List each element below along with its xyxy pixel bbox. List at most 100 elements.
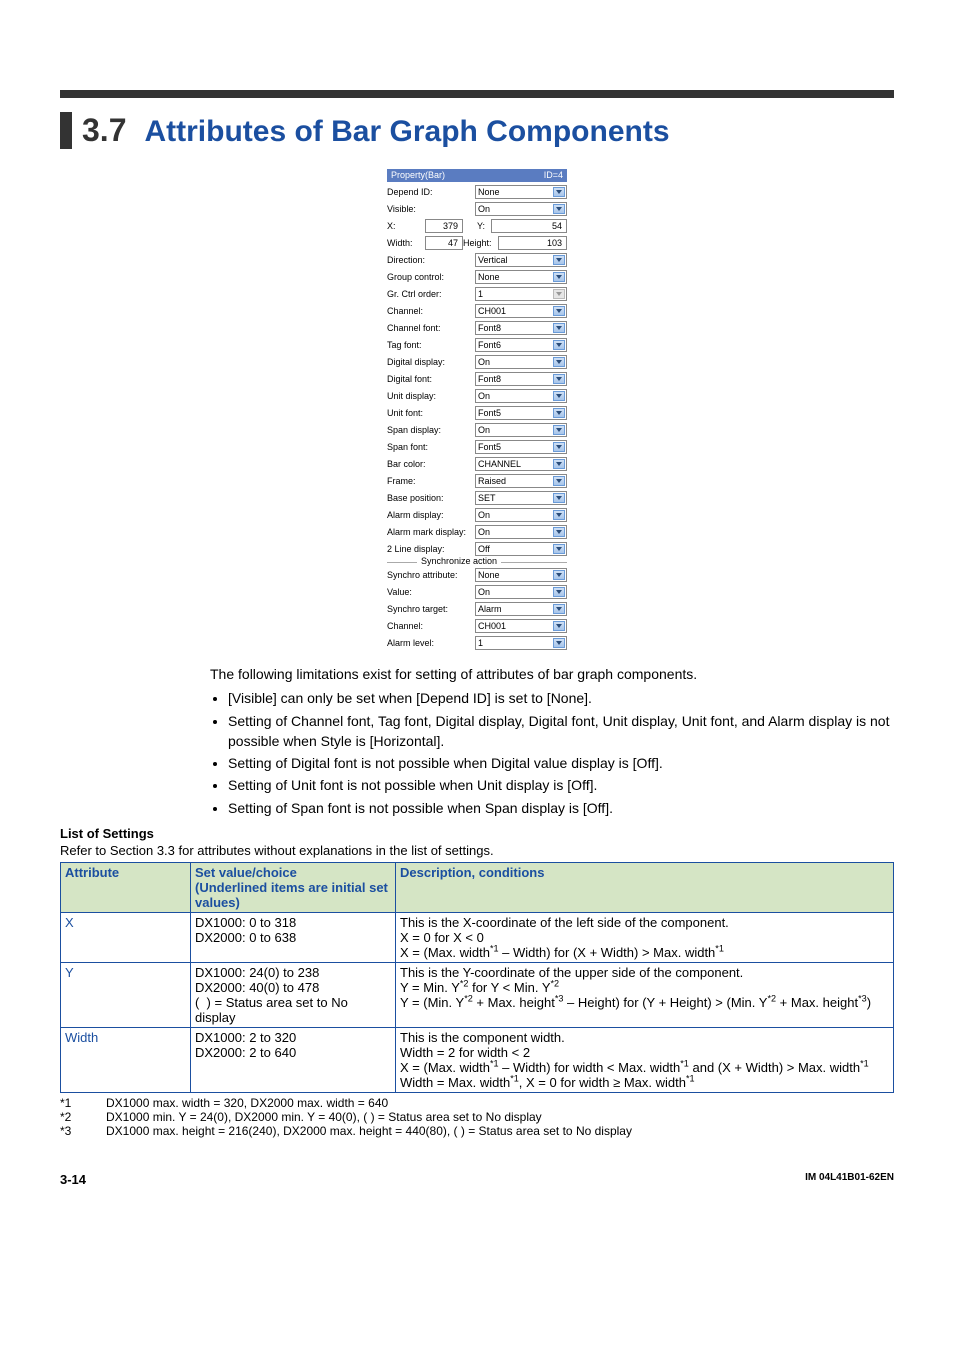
panel-row-label: Value: (387, 588, 475, 597)
table-cell-attribute: X (61, 913, 191, 963)
panel-h-label: Height: (463, 239, 498, 248)
panel-y-input[interactable]: 54 (491, 219, 567, 233)
panel-row: Alarm mark display:On (387, 525, 567, 539)
chevron-down-icon (553, 527, 565, 537)
settings-section: List of Settings Refer to Section 3.3 fo… (60, 826, 894, 1138)
footer-page-number: 3-14 (60, 1172, 86, 1187)
chevron-down-icon (553, 306, 565, 316)
chevron-down-icon (553, 476, 565, 486)
panel-select[interactable]: Font8 (475, 321, 567, 335)
chevron-down-icon (553, 187, 565, 197)
panel-h-input[interactable]: 103 (498, 236, 567, 250)
table-cell-description: This is the Y-coordinate of the upper si… (396, 963, 894, 1028)
panel-row-label: Tag font: (387, 341, 475, 350)
panel-row: Unit display:On (387, 389, 567, 403)
chevron-down-icon (553, 272, 565, 282)
limitation-item: Setting of Span font is not possible whe… (228, 798, 894, 818)
panel-select[interactable]: Font6 (475, 338, 567, 352)
footnote-row: *2DX1000 min. Y = 24(0), DX2000 min. Y =… (60, 1110, 894, 1124)
panel-row: Synchro attribute:None (387, 568, 567, 582)
page-footer: 3-14 IM 04L41B01-62EN (60, 1172, 894, 1187)
limitations-list: [Visible] can only be set when [Depend I… (210, 688, 894, 818)
panel-select[interactable]: CHANNEL (475, 457, 567, 471)
panel-row: Digital display:On (387, 355, 567, 369)
footnotes: *1DX1000 max. width = 320, DX2000 max. w… (60, 1096, 894, 1138)
panel-w-input[interactable]: 47 (425, 236, 463, 250)
panel-y-label: Y: (463, 222, 491, 231)
panel-row: Channel:CH001 (387, 619, 567, 633)
table-row: WidthDX1000: 2 to 320DX2000: 2 to 640Thi… (61, 1028, 894, 1093)
panel-row: Base position:SET (387, 491, 567, 505)
chevron-down-icon (553, 425, 565, 435)
chevron-down-icon (553, 408, 565, 418)
panel-select[interactable]: None (475, 185, 567, 199)
chevron-down-icon (553, 570, 565, 580)
panel-row-label: Alarm level: (387, 639, 475, 648)
property-panel: Property(Bar) ID=4 Depend ID:None Visible… (387, 169, 567, 650)
panel-row-label: Base position: (387, 494, 475, 503)
panel-select[interactable]: Font8 (475, 372, 567, 386)
limitation-item: [Visible] can only be set when [Depend I… (228, 688, 894, 708)
panel-row-label: Digital font: (387, 375, 475, 384)
panel-select[interactable]: Vertical (475, 253, 567, 267)
panel-row-label: Alarm mark display: (387, 528, 475, 537)
panel-row: Span font:Font5 (387, 440, 567, 454)
panel-row: Group control:None (387, 270, 567, 284)
panel-select[interactable]: Raised (475, 474, 567, 488)
panel-row: Visible:On (387, 202, 567, 216)
chevron-down-icon (553, 289, 565, 299)
footnote-row: *1DX1000 max. width = 320, DX2000 max. w… (60, 1096, 894, 1110)
panel-select[interactable]: None (475, 270, 567, 284)
panel-row: Alarm level:1 (387, 636, 567, 650)
heading-rule (60, 90, 894, 98)
panel-row: Depend ID:None (387, 185, 567, 199)
panel-row-label: Synchro attribute: (387, 571, 475, 580)
panel-x-input[interactable]: 379 (425, 219, 463, 233)
footer-doc-id: IM 04L41B01-62EN (805, 1172, 894, 1187)
panel-select[interactable]: 1 (475, 636, 567, 650)
panel-row-label: Frame: (387, 477, 475, 486)
panel-row: Tag font:Font6 (387, 338, 567, 352)
panel-select[interactable]: CH001 (475, 304, 567, 318)
table-row: XDX1000: 0 to 318DX2000: 0 to 638This is… (61, 913, 894, 963)
panel-row-label: 2 Line display: (387, 545, 475, 554)
table-cell-attribute: Y (61, 963, 191, 1028)
panel-select[interactable]: Off (475, 542, 567, 556)
panel-select[interactable]: On (475, 202, 567, 216)
panel-select[interactable]: On (475, 355, 567, 369)
limitation-item: Setting of Digital font is not possible … (228, 753, 894, 773)
table-cell-setvalue: DX1000: 24(0) to 238DX2000: 40(0) to 478… (191, 963, 396, 1028)
section-heading: 3.7 Attributes of Bar Graph Components (60, 112, 894, 149)
table-cell-setvalue: DX1000: 0 to 318DX2000: 0 to 638 (191, 913, 396, 963)
panel-select[interactable]: Alarm (475, 602, 567, 616)
panel-select[interactable]: Font5 (475, 406, 567, 420)
panel-sync-group: Synchronize action Synchro attribute:Non… (387, 562, 567, 650)
panel-title-left: Property(Bar) (391, 171, 445, 180)
chevron-down-icon (553, 604, 565, 614)
panel-row: Span display:On (387, 423, 567, 437)
panel-row-label: Unit font: (387, 409, 475, 418)
panel-select[interactable]: On (475, 508, 567, 522)
chevron-down-icon (553, 340, 565, 350)
panel-sync-legend: Synchronize action (417, 557, 501, 566)
limitation-item: Setting of Channel font, Tag font, Digit… (228, 711, 894, 752)
panel-select[interactable]: Font5 (475, 440, 567, 454)
settings-table: Attribute Set value/choice(Underlined it… (60, 862, 894, 1093)
panel-select[interactable]: On (475, 389, 567, 403)
panel-row-label: Alarm display: (387, 511, 475, 520)
panel-select[interactable]: On (475, 525, 567, 539)
panel-x-label: X: (387, 222, 425, 231)
panel-row: Channel font:Font8 (387, 321, 567, 335)
panel-select[interactable]: On (475, 423, 567, 437)
chevron-down-icon (553, 493, 565, 503)
panel-select[interactable]: SET (475, 491, 567, 505)
panel-select[interactable]: On (475, 585, 567, 599)
panel-row-xy: X: 379 Y: 54 (387, 219, 567, 233)
panel-select[interactable]: None (475, 568, 567, 582)
panel-row: Direction:Vertical (387, 253, 567, 267)
panel-select[interactable]: CH001 (475, 619, 567, 633)
chevron-down-icon (553, 255, 565, 265)
panel-title: Property(Bar) ID=4 (387, 169, 567, 182)
chevron-down-icon (553, 459, 565, 469)
chevron-down-icon (553, 587, 565, 597)
